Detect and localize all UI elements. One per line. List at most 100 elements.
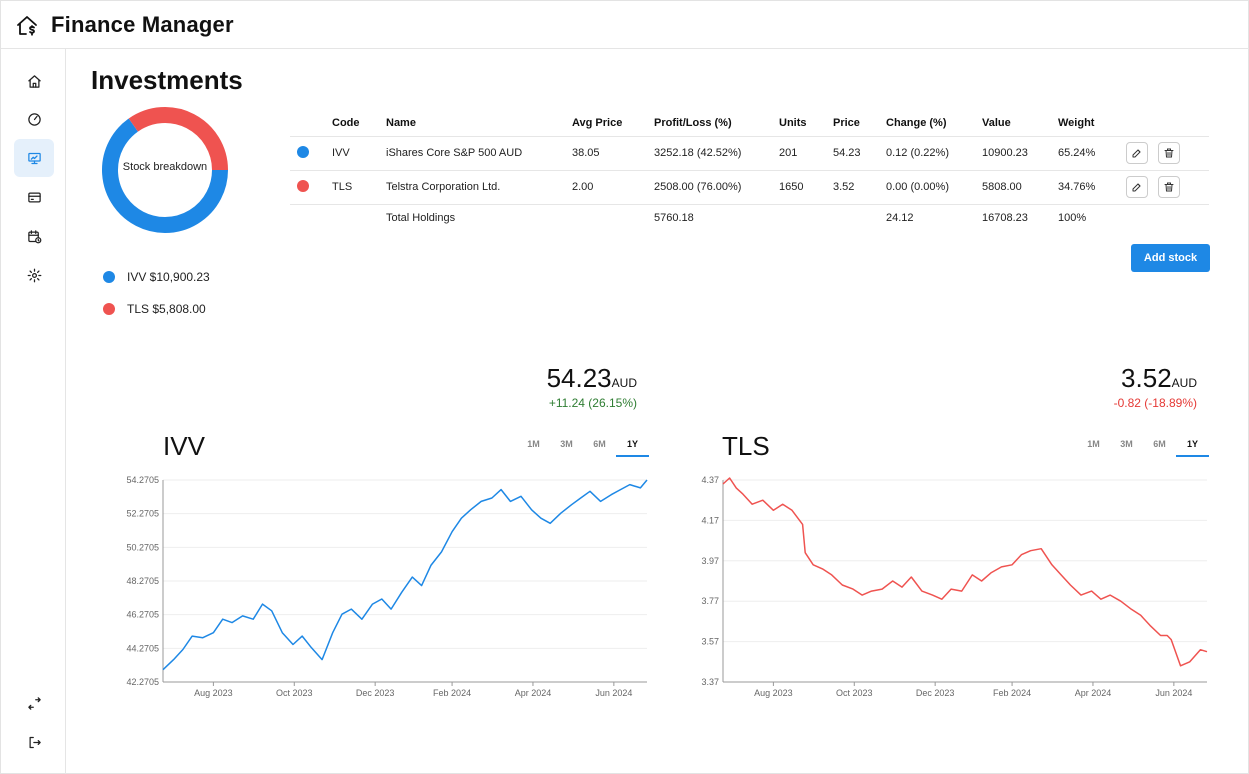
header-value: Value <box>982 111 1058 137</box>
top-bar: Finance Manager <box>1 1 1249 49</box>
total-row: Total Holdings 5760.18 24.12 16708.23 10… <box>290 204 1209 232</box>
header-units: Units <box>779 111 833 137</box>
tls-range-1m[interactable]: 1M <box>1087 439 1100 449</box>
ivv-chart-title: IVV <box>163 431 205 461</box>
cell-code: IVV <box>332 136 386 171</box>
table-row: IVV iShares Core S&P 500 AUD 38.05 3252.… <box>290 136 1209 171</box>
sidebar <box>1 49 66 774</box>
tls-price-currency: AUD <box>1171 376 1197 390</box>
price-line-ivv[interactable] <box>162 479 648 671</box>
ivv-range-1y[interactable]: 1Y <box>616 439 649 457</box>
x-tick-label: Jun 2024 <box>595 688 632 698</box>
ivv-range-1m[interactable]: 1M <box>527 439 540 449</box>
x-tick-label: Oct 2023 <box>836 688 873 698</box>
x-tick-label: Jun 2024 <box>1155 688 1192 698</box>
tls-range-1y[interactable]: 1Y <box>1176 439 1209 457</box>
tls-price-change: -0.82 (-18.89%) <box>1113 396 1197 410</box>
holdings-table: Code Name Avg Price Profit/Loss (%) Unit… <box>290 111 1209 232</box>
table-header-row: Code Name Avg Price Profit/Loss (%) Unit… <box>290 111 1209 137</box>
edit-pencil-icon <box>1132 149 1141 158</box>
cell-units: 201 <box>779 136 833 171</box>
cell-price: 3.52 <box>833 170 886 205</box>
investments-monitor-icon <box>27 152 41 164</box>
tls-chart-title: TLS <box>722 431 770 461</box>
y-tick-label: 50.2705 <box>126 542 159 552</box>
y-tick-label: 3.37 <box>701 677 719 687</box>
sidebar-item-schedule[interactable] <box>14 217 54 255</box>
y-tick-label: 42.2705 <box>126 677 159 687</box>
legend-label-ivv: IVV $10,900.23 <box>127 270 210 284</box>
sidebar-item-investments[interactable] <box>14 139 54 177</box>
header-name: Name <box>386 111 572 137</box>
y-tick-label: 48.2705 <box>126 576 159 586</box>
ivv-range-3m[interactable]: 3M <box>560 439 573 449</box>
sidebar-item-dashboard[interactable] <box>14 100 54 138</box>
tls-range-3m[interactable]: 3M <box>1120 439 1133 449</box>
cell-price: 54.23 <box>833 136 886 171</box>
header-avg-price: Avg Price <box>572 111 654 137</box>
cell-name: iShares Core S&P 500 AUD <box>386 136 572 171</box>
tls-price-value: 3.52 <box>1121 363 1172 393</box>
y-tick-label: 4.37 <box>701 475 719 485</box>
cell-name: Telstra Corporation Ltd. <box>386 170 572 205</box>
sidebar-item-home[interactable] <box>14 62 54 100</box>
tls-range-tabs: 1M 3M 6M 1Y <box>1077 439 1209 457</box>
cell-value: 10900.23 <box>982 136 1058 171</box>
y-tick-label: 4.17 <box>701 515 719 525</box>
ivv-range-6m[interactable]: 6M <box>593 439 606 449</box>
sidebar-item-logout[interactable] <box>14 723 54 761</box>
delete-stock-button[interactable] <box>1158 176 1180 198</box>
edit-stock-button[interactable] <box>1126 142 1148 164</box>
y-tick-label: 3.57 <box>701 637 719 647</box>
tls-price-chart: 4.37 4.17 3.97 3.77 3.57 3.37 Aug 2023 Oct 2023… <box>701 475 1208 698</box>
legend-item-tls: TLS $5,808.00 <box>103 302 206 316</box>
sidebar-item-accounts[interactable] <box>14 178 54 216</box>
app-title: Finance Manager <box>51 12 234 37</box>
cell-avg-price: 2.00 <box>572 170 654 205</box>
cell-units: 1650 <box>779 170 833 205</box>
cell-change: 0.12 (0.22%) <box>886 136 982 171</box>
header-color <box>290 111 332 137</box>
tls-current-price: 3.52AUD <box>1061 363 1197 394</box>
y-tick-label: 3.77 <box>701 596 719 606</box>
sidebar-item-transfer[interactable] <box>14 684 54 722</box>
x-tick-label: Feb 2024 <box>993 688 1031 698</box>
edit-pencil-icon <box>1132 183 1141 192</box>
x-tick-label: Apr 2024 <box>1075 688 1112 698</box>
total-profit-loss: 5760.18 <box>654 212 694 225</box>
table-row: TLS Telstra Corporation Ltd. 2.00 2508.0… <box>290 170 1209 205</box>
legend-item-ivv: IVV $10,900.23 <box>103 270 210 284</box>
cell-change: 0.00 (0.00%) <box>886 170 982 205</box>
header-weight: Weight <box>1058 111 1126 137</box>
legend-dot-ivv <box>103 271 115 283</box>
row-color-dot <box>297 179 309 192</box>
calendar-clock-icon <box>27 229 41 243</box>
edit-stock-button[interactable] <box>1126 176 1148 198</box>
ivv-range-tabs: 1M 3M 6M 1Y <box>517 439 649 457</box>
finance-home-logo-icon[interactable] <box>15 14 39 38</box>
stock-breakdown-donut-chart <box>102 107 228 233</box>
add-stock-button[interactable]: Add stock <box>1131 244 1210 272</box>
header-change: Change (%) <box>886 111 982 137</box>
cell-code: TLS <box>332 170 386 205</box>
total-label: Total Holdings <box>386 212 456 225</box>
y-tick-label: 52.2705 <box>126 509 159 519</box>
logout-icon <box>29 736 41 748</box>
header-actions <box>1126 111 1209 137</box>
ivv-price-change: +11.24 (26.15%) <box>548 396 637 410</box>
cell-profit-loss: 2508.00 (76.00%) <box>654 170 779 205</box>
sidebar-item-settings[interactable] <box>14 256 54 294</box>
price-line-tls[interactable] <box>722 477 1208 667</box>
tls-range-6m[interactable]: 6M <box>1153 439 1166 449</box>
y-tick-label: 54.2705 <box>126 475 159 485</box>
transfer-arrows-icon <box>27 696 41 710</box>
trash-icon <box>1164 148 1174 158</box>
delete-stock-button[interactable] <box>1158 142 1180 164</box>
cell-avg-price: 38.05 <box>572 136 654 171</box>
donut-slice-tls[interactable] <box>128 107 228 171</box>
total-change: 24.12 <box>886 212 914 225</box>
cell-weight: 34.76% <box>1058 170 1126 205</box>
home-icon <box>27 74 41 88</box>
donut-slice-ivv[interactable] <box>102 118 228 233</box>
y-tick-label: 3.97 <box>701 556 719 566</box>
